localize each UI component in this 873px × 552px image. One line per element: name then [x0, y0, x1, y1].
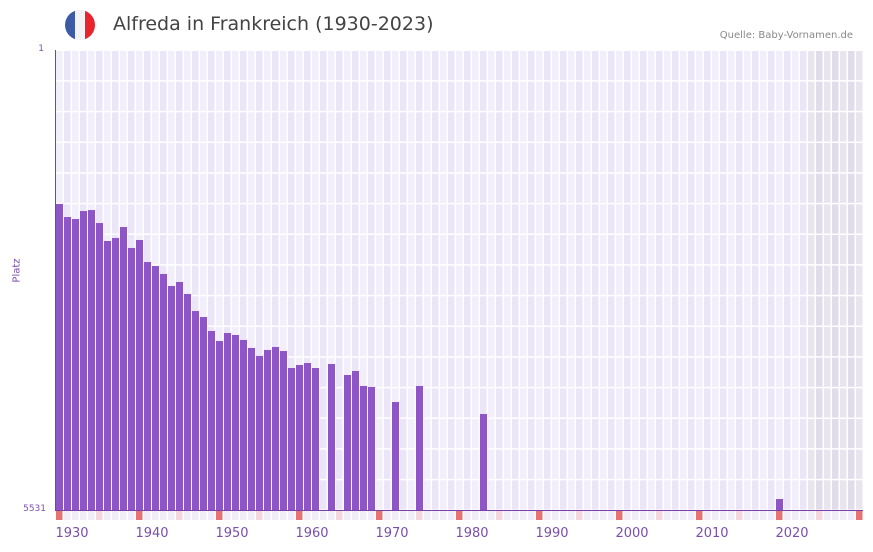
bar-1975[interactable]: [416, 385, 423, 510]
bar-1947[interactable]: [192, 311, 199, 510]
bar-1937[interactable]: [112, 237, 119, 510]
bar-1967[interactable]: [352, 371, 359, 510]
bar-1943[interactable]: [160, 274, 167, 510]
bar-1938[interactable]: [120, 227, 127, 510]
bar-1930[interactable]: [56, 203, 63, 510]
bar-1951[interactable]: [224, 332, 231, 510]
bar-1968[interactable]: [360, 385, 367, 510]
bar-1949[interactable]: [208, 330, 215, 510]
bar-1940[interactable]: [136, 239, 143, 510]
bar-1961[interactable]: [304, 363, 311, 510]
bar-1934[interactable]: [88, 210, 95, 510]
x-tick-2010: 2010: [695, 526, 729, 541]
bar-1931[interactable]: [64, 217, 71, 510]
france-flag-icon: [65, 10, 95, 40]
bar-1948[interactable]: [200, 317, 207, 510]
y-axis-label: Platz: [11, 258, 23, 283]
x-tick-1990: 1990: [535, 526, 569, 541]
bar-1966[interactable]: [344, 374, 351, 510]
bar-1939[interactable]: [128, 247, 135, 510]
bar-1935[interactable]: [96, 223, 103, 510]
bar-1954[interactable]: [248, 347, 255, 510]
source-link[interactable]: Quelle: Baby-Vornamen.de: [719, 30, 853, 41]
bar-1942[interactable]: [152, 266, 159, 510]
x-tick-1970: 1970: [375, 526, 409, 541]
bar-1952[interactable]: [232, 334, 239, 510]
x-tick-1930: 1930: [55, 526, 89, 541]
bar-1959[interactable]: [288, 368, 295, 510]
x-tick-1950: 1950: [215, 526, 249, 541]
x-tick-2020: 2020: [775, 526, 809, 541]
year-markers: [56, 511, 863, 520]
bar-1983[interactable]: [480, 414, 487, 510]
x-tick-1980: 1980: [455, 526, 489, 541]
bar-1936[interactable]: [104, 240, 111, 510]
y-tick-top: 1: [38, 44, 44, 54]
flag-blue: [65, 10, 75, 40]
chart-title: Alfreda in Frankreich (1930-2023): [113, 13, 434, 35]
bar-1953[interactable]: [240, 339, 247, 510]
chart-grid: [56, 51, 863, 510]
bar-1933[interactable]: [80, 211, 87, 510]
bar-1964[interactable]: [328, 364, 335, 510]
flag-red: [85, 10, 95, 40]
x-tick-1960: 1960: [295, 526, 329, 541]
bar-1941[interactable]: [144, 262, 151, 510]
bar-1946[interactable]: [184, 293, 191, 510]
bar-2020[interactable]: [776, 499, 783, 510]
bar-1958[interactable]: [280, 351, 287, 510]
y-axis-line: [55, 50, 56, 511]
bar-1969[interactable]: [368, 386, 375, 510]
bar-1945[interactable]: [176, 281, 183, 510]
bar-1962[interactable]: [312, 368, 319, 510]
flag-white: [75, 10, 85, 40]
bar-1956[interactable]: [264, 349, 271, 510]
x-tick-2000: 2000: [615, 526, 649, 541]
bar-1960[interactable]: [296, 365, 303, 510]
y-tick-bottom: 5531: [23, 504, 46, 514]
bar-1957[interactable]: [272, 346, 279, 510]
bar-1972[interactable]: [392, 402, 399, 510]
plot-area: [55, 50, 863, 510]
bar-1950[interactable]: [216, 340, 223, 510]
bar-1932[interactable]: [72, 219, 79, 510]
bar-1944[interactable]: [168, 285, 175, 510]
x-tick-1940: 1940: [135, 526, 169, 541]
x-axis-line: [55, 510, 863, 511]
bar-1955[interactable]: [256, 355, 263, 510]
